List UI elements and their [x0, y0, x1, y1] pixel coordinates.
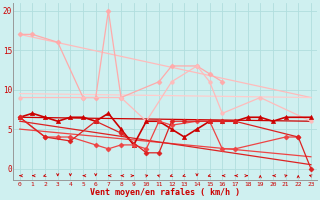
X-axis label: Vent moyen/en rafales ( km/h ): Vent moyen/en rafales ( km/h ) — [90, 188, 240, 197]
